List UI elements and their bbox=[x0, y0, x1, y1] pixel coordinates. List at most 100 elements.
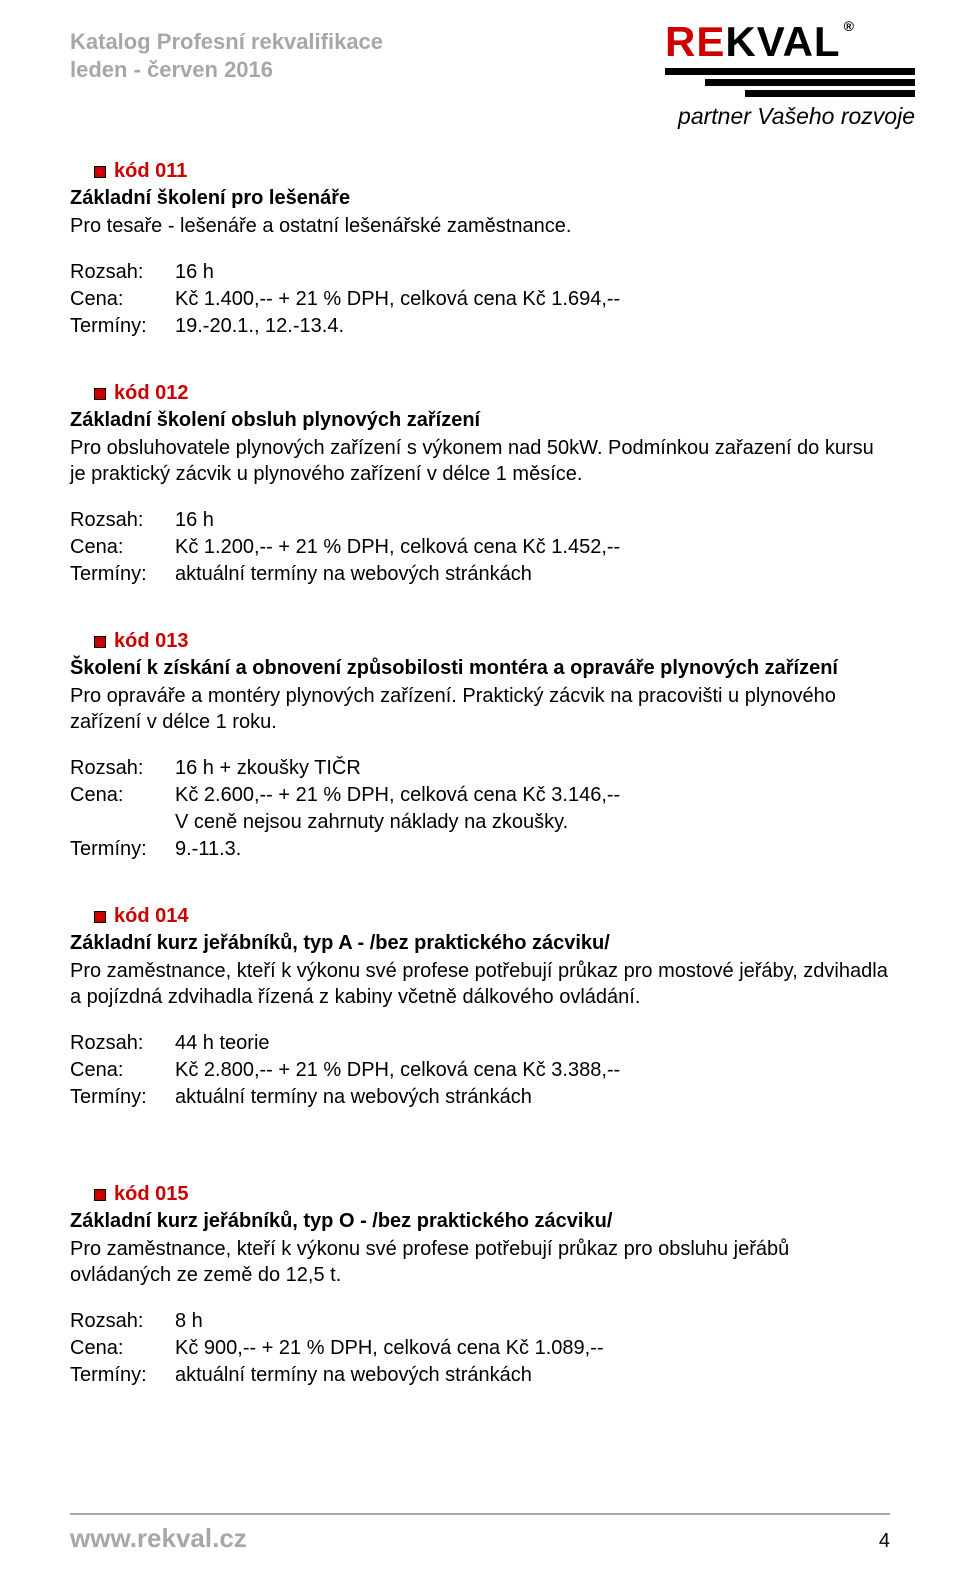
detail-value: Kč 2.800,-- + 21 % DPH, celková cena Kč … bbox=[175, 1057, 890, 1084]
course-details: Rozsah:16 hCena:Kč 1.200,-- + 21 % DPH, … bbox=[70, 507, 890, 588]
detail-label bbox=[70, 809, 175, 836]
detail-label: Rozsah: bbox=[70, 755, 175, 782]
detail-row: V ceně nejsou zahrnuty náklady na zkoušk… bbox=[70, 809, 890, 836]
detail-value: Kč 900,-- + 21 % DPH, celková cena Kč 1.… bbox=[175, 1335, 890, 1362]
detail-row: Cena:Kč 2.600,-- + 21 % DPH, celková cen… bbox=[70, 782, 890, 809]
logo-registered: ® bbox=[844, 18, 855, 34]
detail-value: V ceně nejsou zahrnuty náklady na zkoušk… bbox=[175, 809, 890, 836]
course-code-line: kód 015 bbox=[94, 1183, 890, 1206]
detail-value: 19.-20.1., 12.-13.4. bbox=[175, 313, 890, 340]
course-block: kód 012Základní školení obsluh plynových… bbox=[70, 382, 890, 588]
course-details: Rozsah:16 hCena:Kč 1.400,-- + 21 % DPH, … bbox=[70, 259, 890, 340]
logo-tagline: partner Vašeho rozvoje bbox=[665, 103, 915, 130]
course-title: Základní kurz jeřábníků, typ O - /bez pr… bbox=[70, 1208, 890, 1234]
detail-row: Termíny:aktuální termíny na webových str… bbox=[70, 561, 890, 588]
detail-row: Rozsah:16 h bbox=[70, 507, 890, 534]
detail-row: Termíny:9.-11.3. bbox=[70, 836, 890, 863]
detail-value: 16 h bbox=[175, 507, 890, 534]
course-block: kód 015Základní kurz jeřábníků, typ O - … bbox=[70, 1183, 890, 1389]
course-code-line: kód 013 bbox=[94, 630, 890, 653]
page-header: Katalog Profesní rekvalifikace leden - č… bbox=[0, 0, 960, 160]
stripe-icon bbox=[665, 68, 915, 75]
bullet-icon bbox=[94, 166, 106, 178]
stripe-icon bbox=[745, 90, 915, 97]
course-description: Pro opraváře a montéry plynových zařízen… bbox=[70, 683, 890, 735]
detail-label: Termíny: bbox=[70, 561, 175, 588]
course-block: kód 014Základní kurz jeřábníků, typ A - … bbox=[70, 905, 890, 1111]
detail-row: Rozsah:16 h + zkoušky TIČR bbox=[70, 755, 890, 782]
detail-value: aktuální termíny na webových stránkách bbox=[175, 1362, 890, 1389]
bullet-icon bbox=[94, 911, 106, 923]
detail-row: Rozsah:16 h bbox=[70, 259, 890, 286]
detail-label: Termíny: bbox=[70, 1362, 175, 1389]
detail-value: Kč 1.200,-- + 21 % DPH, celková cena Kč … bbox=[175, 534, 890, 561]
stripe-icon bbox=[705, 79, 915, 86]
course-details: Rozsah:8 hCena:Kč 900,-- + 21 % DPH, cel… bbox=[70, 1308, 890, 1389]
detail-label: Termíny: bbox=[70, 313, 175, 340]
detail-value: 44 h teorie bbox=[175, 1030, 890, 1057]
logo: REKVAL® partner Vašeho rozvoje bbox=[665, 18, 915, 130]
detail-row: Cena:Kč 1.200,-- + 21 % DPH, celková cen… bbox=[70, 534, 890, 561]
detail-value: aktuální termíny na webových stránkách bbox=[175, 1084, 890, 1111]
detail-label: Rozsah: bbox=[70, 507, 175, 534]
course-block: kód 013Školení k získání a obnovení způs… bbox=[70, 630, 890, 863]
detail-value: Kč 1.400,-- + 21 % DPH, celková cena Kč … bbox=[175, 286, 890, 313]
detail-label: Cena: bbox=[70, 1057, 175, 1084]
course-details: Rozsah:16 h + zkoušky TIČRCena:Kč 2.600,… bbox=[70, 755, 890, 863]
detail-value: 8 h bbox=[175, 1308, 890, 1335]
detail-row: Termíny:aktuální termíny na webových str… bbox=[70, 1084, 890, 1111]
course-code-line: kód 012 bbox=[94, 382, 890, 405]
course-code-line: kód 014 bbox=[94, 905, 890, 928]
logo-text-red: RE bbox=[665, 18, 725, 66]
course-description: Pro zaměstnance, kteří k výkonu své prof… bbox=[70, 1236, 890, 1288]
course-code-line: kód 011 bbox=[94, 160, 890, 183]
course-title: Školení k získání a obnovení způsobilost… bbox=[70, 655, 890, 681]
course-title: Základní školení obsluh plynových zaříze… bbox=[70, 407, 890, 433]
detail-label: Cena: bbox=[70, 286, 175, 313]
detail-label: Cena: bbox=[70, 782, 175, 809]
detail-row: Cena:Kč 900,-- + 21 % DPH, celková cena … bbox=[70, 1335, 890, 1362]
bullet-icon bbox=[94, 1189, 106, 1201]
course-description: Pro tesaře - lešenáře a ostatní lešenářs… bbox=[70, 213, 890, 239]
detail-value: 9.-11.3. bbox=[175, 836, 890, 863]
logo-stripes bbox=[665, 68, 915, 97]
bullet-icon bbox=[94, 636, 106, 648]
detail-row: Termíny:aktuální termíny na webových str… bbox=[70, 1362, 890, 1389]
detail-label: Termíny: bbox=[70, 1084, 175, 1111]
course-code: kód 014 bbox=[114, 905, 188, 928]
footer-row: www.rekval.cz 4 bbox=[70, 1523, 890, 1554]
course-title: Základní kurz jeřábníků, typ A - /bez pr… bbox=[70, 930, 890, 956]
detail-label: Rozsah: bbox=[70, 1308, 175, 1335]
detail-row: Termíny:19.-20.1., 12.-13.4. bbox=[70, 313, 890, 340]
course-code: kód 012 bbox=[114, 382, 188, 405]
detail-label: Cena: bbox=[70, 534, 175, 561]
detail-value: 16 h + zkoušky TIČR bbox=[175, 755, 890, 782]
course-code: kód 013 bbox=[114, 630, 188, 653]
detail-label: Rozsah: bbox=[70, 1030, 175, 1057]
course-details: Rozsah:44 h teorieCena:Kč 2.800,-- + 21 … bbox=[70, 1030, 890, 1111]
detail-row: Rozsah:44 h teorie bbox=[70, 1030, 890, 1057]
logo-text-black: KVAL bbox=[725, 18, 840, 66]
detail-row: Cena:Kč 1.400,-- + 21 % DPH, celková cen… bbox=[70, 286, 890, 313]
course-code: kód 015 bbox=[114, 1183, 188, 1206]
footer-page-number: 4 bbox=[879, 1530, 890, 1553]
logo-text: REKVAL® bbox=[665, 18, 915, 66]
detail-label: Termíny: bbox=[70, 836, 175, 863]
course-code: kód 011 bbox=[114, 160, 187, 183]
detail-value: Kč 2.600,-- + 21 % DPH, celková cena Kč … bbox=[175, 782, 890, 809]
course-description: Pro obsluhovatele plynových zařízení s v… bbox=[70, 435, 890, 487]
bullet-icon bbox=[94, 388, 106, 400]
footer-divider bbox=[70, 1513, 890, 1515]
detail-row: Cena:Kč 2.800,-- + 21 % DPH, celková cen… bbox=[70, 1057, 890, 1084]
detail-value: 16 h bbox=[175, 259, 890, 286]
course-block: kód 011Základní školení pro lešenářePro … bbox=[70, 160, 890, 340]
detail-row: Rozsah:8 h bbox=[70, 1308, 890, 1335]
course-title: Základní školení pro lešenáře bbox=[70, 185, 890, 211]
detail-value: aktuální termíny na webových stránkách bbox=[175, 561, 890, 588]
content: kód 011Základní školení pro lešenářePro … bbox=[0, 160, 960, 1389]
detail-label: Cena: bbox=[70, 1335, 175, 1362]
detail-label: Rozsah: bbox=[70, 259, 175, 286]
page-footer: www.rekval.cz 4 bbox=[70, 1513, 890, 1554]
course-description: Pro zaměstnance, kteří k výkonu své prof… bbox=[70, 958, 890, 1010]
footer-url: www.rekval.cz bbox=[70, 1523, 247, 1554]
